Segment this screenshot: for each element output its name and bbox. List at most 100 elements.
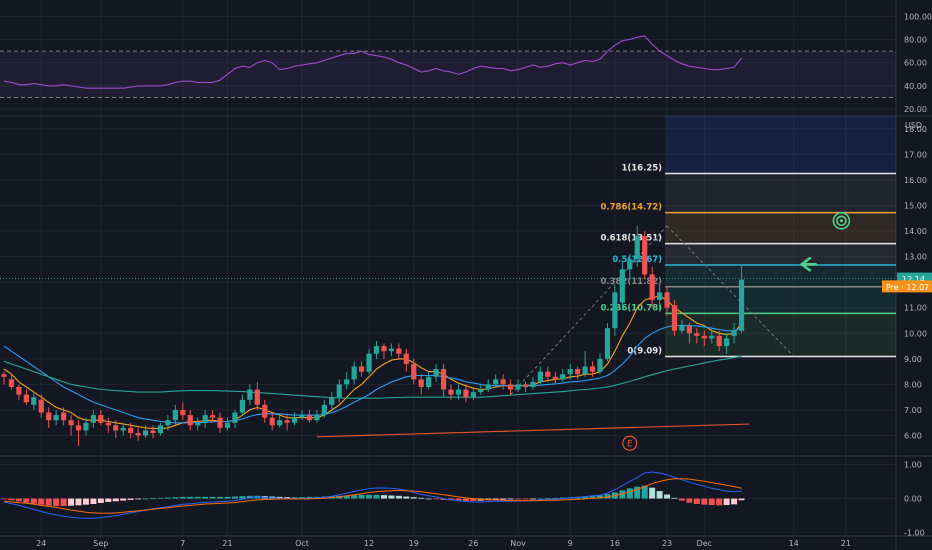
candle-body-62 xyxy=(463,389,469,398)
price-tick-label-8: 14.00 xyxy=(904,227,927,236)
macd-histogram-bar-12 xyxy=(90,498,97,504)
candle-body-3 xyxy=(23,394,29,403)
long-term-moving-average xyxy=(316,423,750,438)
fib-label-0.236: 0.236(10.78) xyxy=(601,303,663,313)
moving-average-0 xyxy=(3,295,743,429)
macd-histogram-bar-23 xyxy=(172,497,179,499)
candle-body-45 xyxy=(336,384,342,398)
macd-histogram-bar-51 xyxy=(380,495,387,499)
candle-body-96 xyxy=(716,335,722,347)
macd-histogram-bar-77 xyxy=(574,496,581,499)
macd-histogram-bar-9 xyxy=(68,498,75,506)
macd-histogram-bar-18 xyxy=(135,498,142,500)
macd-histogram-bar-92 xyxy=(686,498,693,503)
macd-tick-label-1: 0.00 xyxy=(904,495,922,504)
macd-histogram-bar-63 xyxy=(470,498,477,501)
target-circle-icon-outer xyxy=(832,212,851,230)
candle-body-92 xyxy=(686,325,692,334)
candle-body-74 xyxy=(552,376,558,380)
macd-histogram-bar-84 xyxy=(626,488,633,499)
macd-histogram-bar-1 xyxy=(8,498,15,501)
moving-average-2 xyxy=(3,355,742,399)
price-tick-label-9: 15.00 xyxy=(904,201,927,210)
candle-body-34 xyxy=(254,389,260,405)
macd-histogram-bar-94 xyxy=(701,498,708,505)
macd-histogram-bar-59 xyxy=(440,498,447,500)
x-tick-label-4: Oct xyxy=(295,539,309,548)
macd-histogram-bar-8 xyxy=(60,498,67,507)
candle-body-30 xyxy=(224,422,231,428)
macd-pane xyxy=(1,471,745,519)
x-tick-label-13: 14 xyxy=(789,539,799,548)
macd-histogram-bar-62 xyxy=(462,498,469,501)
candle-body-24 xyxy=(180,409,186,416)
candle-body-46 xyxy=(344,379,350,385)
candle-body-60 xyxy=(448,389,454,395)
candle-body-27 xyxy=(202,415,208,423)
candle-body-0 xyxy=(1,374,7,377)
candle-body-33 xyxy=(247,389,253,400)
macd-histogram-bar-24 xyxy=(179,496,186,499)
price-tick-label-4: 10.00 xyxy=(904,329,927,338)
fibonacci-retracement[interactable]: 1(16.25)0.786(14.72)0.618(13.51)0.5(12.6… xyxy=(510,116,896,395)
candle-body-53 xyxy=(396,348,402,354)
candle-body-91 xyxy=(679,325,685,331)
candle-body-51 xyxy=(381,346,387,352)
candle-body-55 xyxy=(411,363,417,380)
macd-histogram-bar-40 xyxy=(299,497,305,499)
macd-histogram-bar-5 xyxy=(38,498,45,505)
x-tick-label-11: 23 xyxy=(662,539,672,548)
macd-histogram-bar-31 xyxy=(231,496,238,499)
x-tick-label-1: Sep xyxy=(93,539,108,548)
candle-body-67 xyxy=(500,379,506,385)
candle-body-2 xyxy=(16,386,22,395)
macd-histogram-bar-61 xyxy=(455,498,462,501)
candle-body-15 xyxy=(113,425,119,431)
candle-body-58 xyxy=(433,369,439,377)
candle-body-50 xyxy=(373,346,380,354)
macd-histogram-bar-2 xyxy=(15,498,22,502)
macd-histogram-bar-87 xyxy=(649,487,656,499)
candle-body-99 xyxy=(738,279,745,331)
macd-histogram-bar-46 xyxy=(343,495,350,499)
fib-band-4 xyxy=(665,286,896,314)
macd-histogram-bar-47 xyxy=(351,495,358,499)
earnings-marker-label: E xyxy=(627,440,633,450)
candle-body-52 xyxy=(388,348,394,352)
macd-histogram-bar-25 xyxy=(187,496,194,499)
fib-band-above-1 xyxy=(665,116,896,174)
macd-histogram-bar-66 xyxy=(492,498,499,500)
candle-body-72 xyxy=(537,371,543,382)
x-tick-label-9: 9 xyxy=(568,539,573,548)
candle-body-22 xyxy=(165,420,171,426)
macd-histogram-bar-4 xyxy=(30,498,37,504)
macd-histogram-bar-54 xyxy=(403,496,410,499)
fib-band-5 xyxy=(665,313,896,357)
macd-histogram-bar-81 xyxy=(604,494,611,499)
candle-body-98 xyxy=(731,330,737,336)
candle-body-54 xyxy=(403,353,409,364)
candle-body-64 xyxy=(478,389,484,393)
macd-histogram-bar-57 xyxy=(425,498,432,500)
target-circle-icon-dot xyxy=(839,219,843,223)
currency-label: USD xyxy=(905,121,922,130)
candle-body-47 xyxy=(351,366,357,380)
candle-body-76 xyxy=(567,369,573,375)
macd-histogram-bar-73 xyxy=(544,498,551,500)
candle-body-75 xyxy=(560,374,566,380)
candle-body-81 xyxy=(604,328,611,359)
candle-body-39 xyxy=(291,417,298,423)
macd-histogram-bar-3 xyxy=(23,498,30,503)
candle-body-16 xyxy=(120,427,126,431)
candle-body-5 xyxy=(38,399,44,413)
price-tick-label-3: 9.00 xyxy=(904,355,922,364)
candle-body-79 xyxy=(589,366,596,372)
candle-body-19 xyxy=(142,430,149,436)
price-tick-label-10: 16.00 xyxy=(904,176,927,185)
macd-histogram-bar-13 xyxy=(97,498,104,503)
macd-histogram-bar-39 xyxy=(291,497,298,499)
macd-histogram-bar-68 xyxy=(507,498,514,500)
candle-body-56 xyxy=(418,379,424,387)
